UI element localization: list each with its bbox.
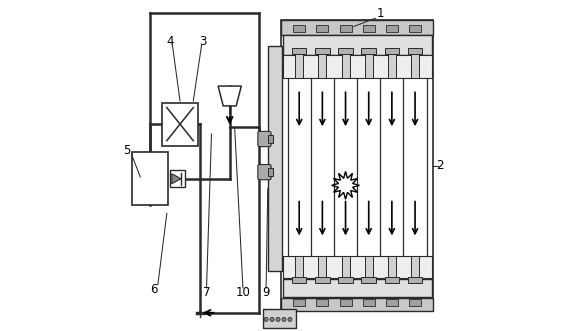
Bar <box>263 309 296 328</box>
Text: 10: 10 <box>235 286 251 300</box>
Bar <box>316 25 328 32</box>
Bar <box>409 25 421 32</box>
Bar <box>293 25 305 32</box>
Polygon shape <box>218 86 241 106</box>
Bar <box>409 299 421 306</box>
Text: 5: 5 <box>124 144 131 157</box>
Bar <box>362 299 375 306</box>
Bar <box>339 299 351 306</box>
Bar <box>162 103 198 146</box>
Polygon shape <box>332 171 360 199</box>
Circle shape <box>282 317 286 321</box>
Bar <box>342 54 350 78</box>
Bar <box>365 54 373 78</box>
Text: 6: 6 <box>150 283 157 296</box>
Bar <box>319 256 327 278</box>
Bar <box>361 277 376 283</box>
Bar <box>386 25 398 32</box>
Bar <box>361 48 376 54</box>
Bar <box>293 299 305 306</box>
Bar <box>408 48 422 54</box>
Circle shape <box>264 317 268 321</box>
Bar <box>268 168 273 176</box>
Bar <box>338 277 353 283</box>
Bar <box>295 256 303 278</box>
Bar <box>386 299 398 306</box>
Text: 4: 4 <box>166 35 174 48</box>
Bar <box>283 35 432 55</box>
Bar <box>408 277 422 283</box>
Text: 1: 1 <box>377 7 384 20</box>
Bar <box>316 299 328 306</box>
FancyBboxPatch shape <box>258 131 271 147</box>
Circle shape <box>288 317 292 321</box>
Circle shape <box>276 317 280 321</box>
Bar <box>281 20 433 35</box>
Bar <box>170 170 185 187</box>
Bar <box>384 277 399 283</box>
Bar <box>388 256 396 278</box>
Bar <box>315 48 330 54</box>
Bar <box>292 48 306 54</box>
Text: 9: 9 <box>262 286 270 300</box>
Bar <box>132 152 169 205</box>
Bar <box>268 46 282 271</box>
Circle shape <box>270 317 274 321</box>
Text: 2: 2 <box>436 159 443 172</box>
Bar <box>388 54 396 78</box>
Bar <box>339 25 351 32</box>
Bar <box>281 20 433 311</box>
Bar <box>295 54 303 78</box>
Bar <box>365 256 373 278</box>
Bar <box>283 279 432 297</box>
Bar <box>411 54 419 78</box>
Bar <box>362 25 375 32</box>
Bar <box>292 277 306 283</box>
Bar <box>283 55 432 78</box>
Bar <box>268 135 273 143</box>
Bar <box>281 298 433 311</box>
Bar <box>319 54 327 78</box>
FancyBboxPatch shape <box>258 165 271 180</box>
Text: 7: 7 <box>203 286 210 300</box>
Polygon shape <box>172 174 181 184</box>
Bar <box>283 256 432 278</box>
Bar <box>411 256 419 278</box>
Bar <box>315 277 330 283</box>
Text: 3: 3 <box>200 35 207 48</box>
Bar <box>342 256 350 278</box>
Bar <box>384 48 399 54</box>
Bar <box>338 48 353 54</box>
